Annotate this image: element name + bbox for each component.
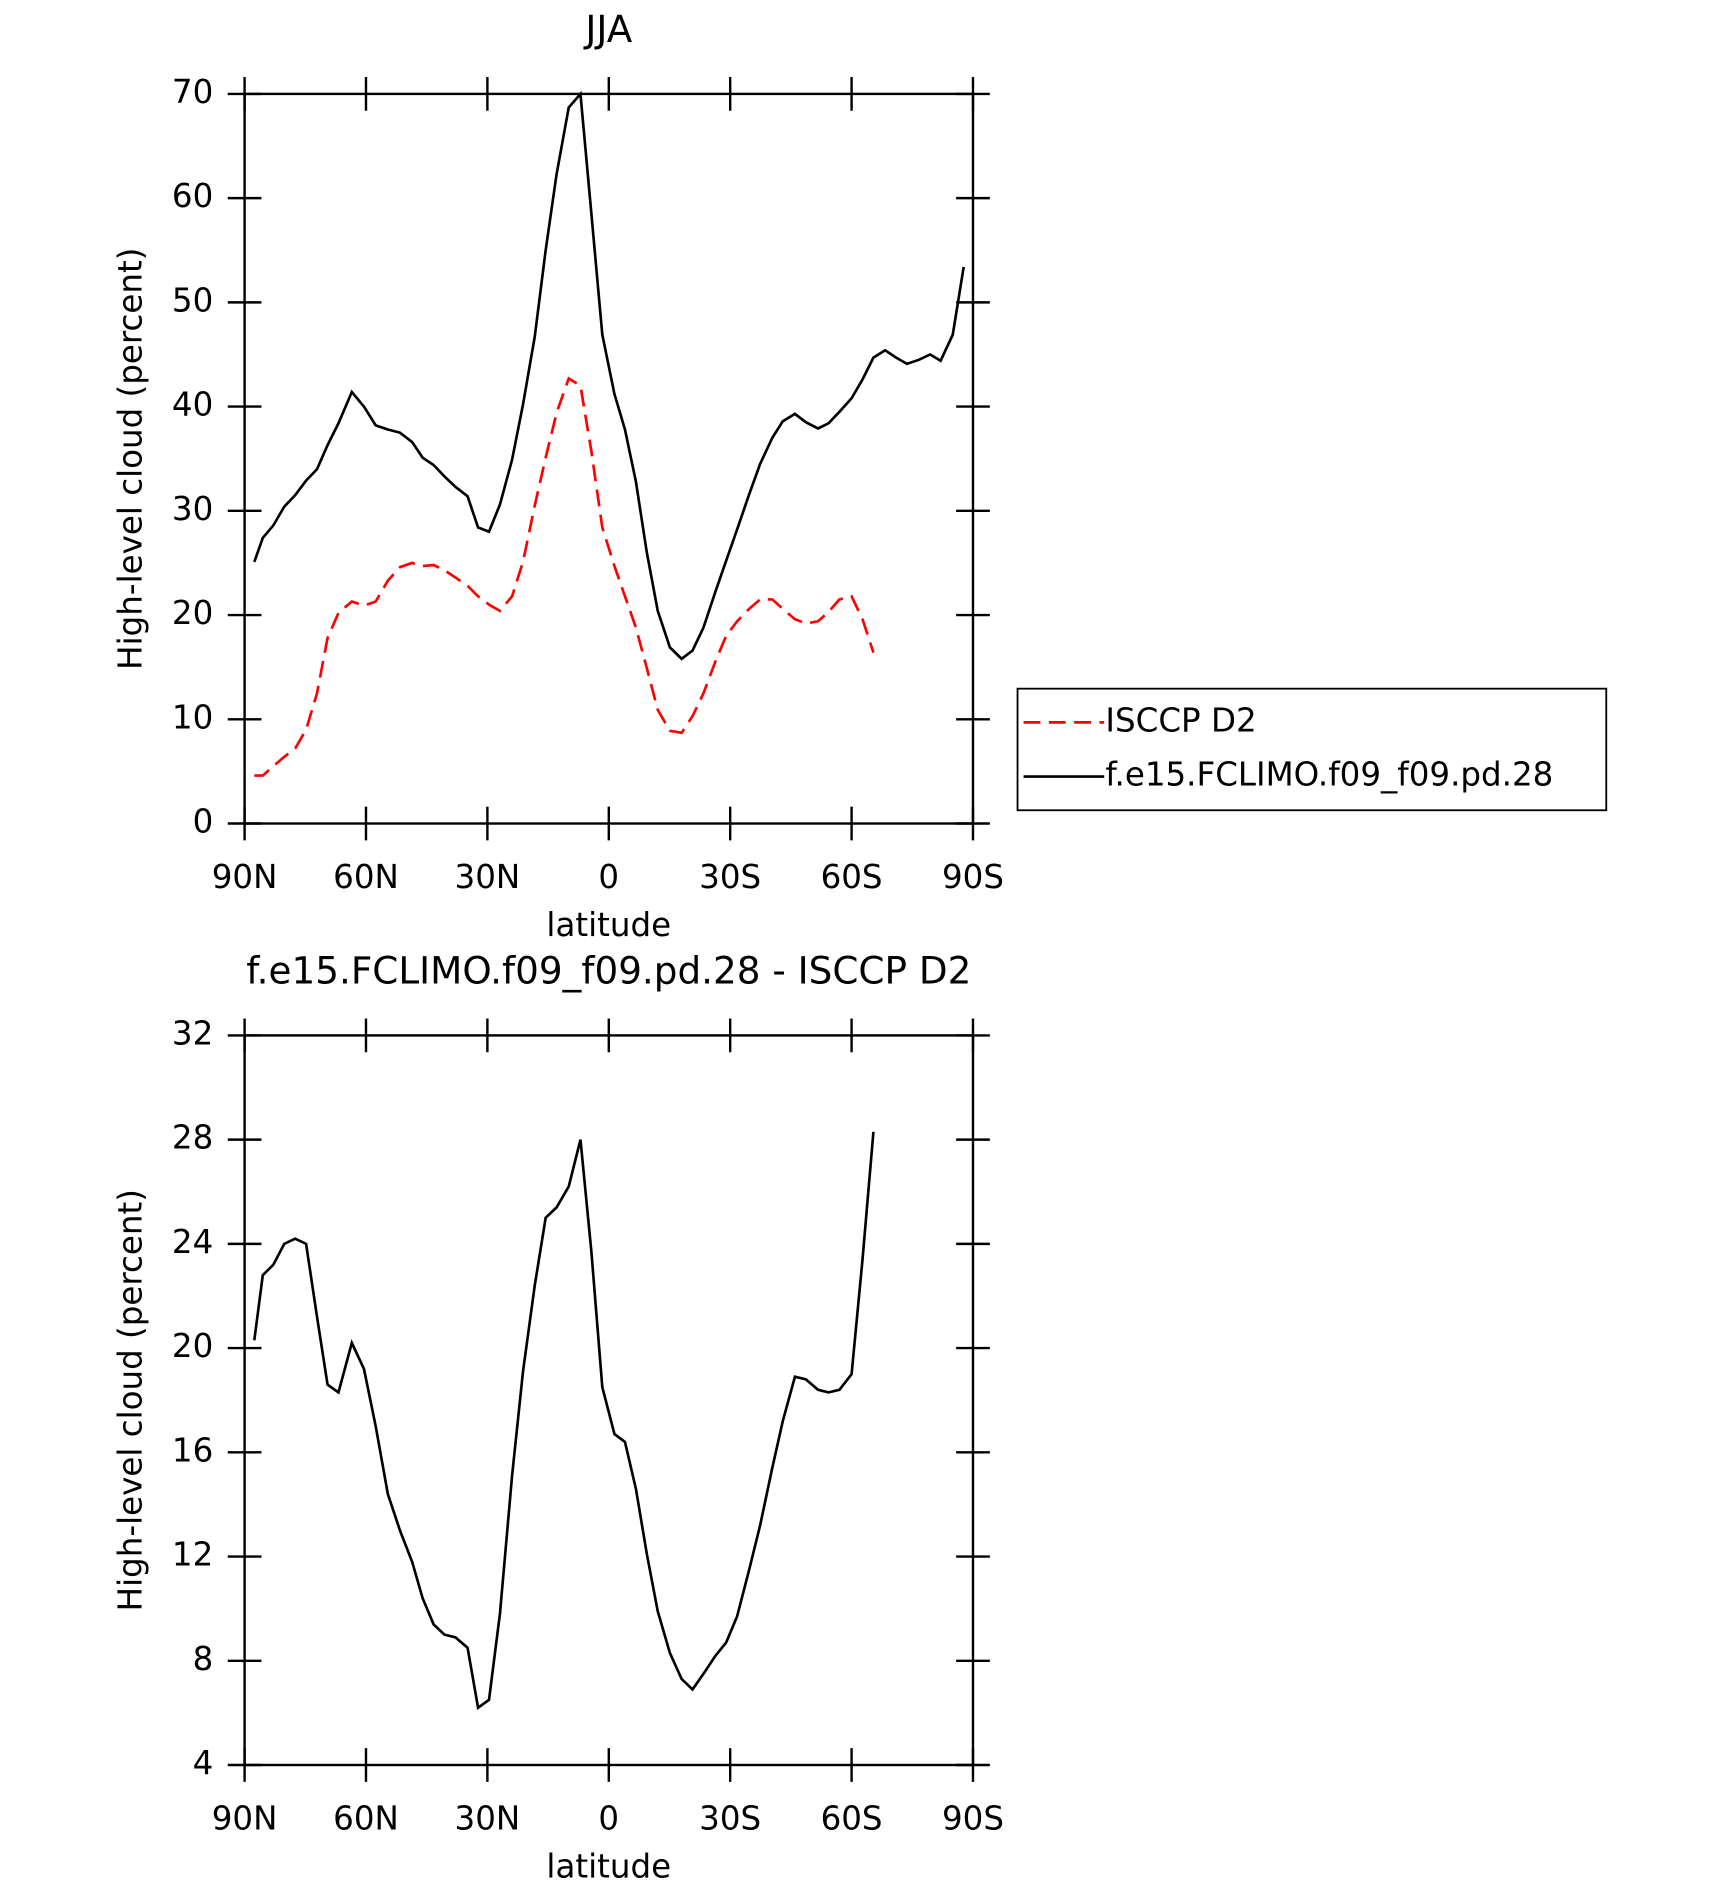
y-tick-label: 8 [193, 1640, 214, 1678]
y-axis-label: High-level cloud (percent) [112, 1189, 150, 1611]
y-axis-label: High-level cloud (percent) [112, 248, 150, 670]
x-tick-label: 30N [455, 858, 521, 896]
y-tick-label: 20 [172, 1327, 213, 1365]
legend-label: f.e15.FCLIMO.f09_f09.pd.28 [1105, 756, 1553, 794]
legend-box [1016, 687, 1608, 812]
legend-label: ISCCP D2 [1105, 701, 1256, 739]
plot-frame [243, 1034, 975, 1767]
x-tick-label: 90N [212, 858, 278, 896]
y-tick-label: 10 [172, 698, 213, 736]
x-tick-label: 30N [455, 1799, 521, 1837]
data-line [252, 1131, 875, 1710]
x-tick-label: 90N [212, 1799, 278, 1837]
x-axis-label: latitude [546, 906, 671, 944]
x-tick-label: 0 [598, 1799, 619, 1837]
y-tick-label: 20 [172, 594, 213, 632]
y-tick-label: 50 [172, 281, 213, 319]
x-tick-label: 60N [333, 1799, 399, 1837]
x-tick-label: 90S [942, 858, 1004, 896]
y-tick-label: 60 [172, 177, 213, 215]
x-tick-label: 30S [699, 858, 761, 896]
x-tick-label: 30S [699, 1799, 761, 1837]
y-tick-label: 30 [172, 490, 213, 528]
x-tick-label: 60N [333, 858, 399, 896]
series-line [253, 90, 965, 661]
y-tick-label: 32 [172, 1014, 213, 1052]
y-tick-label: 24 [172, 1223, 213, 1261]
x-tick-label: 0 [598, 858, 619, 896]
y-tick-label: 4 [193, 1744, 214, 1782]
y-tick-label: 28 [172, 1119, 213, 1157]
plot-frame [243, 92, 975, 825]
y-tick-label: 12 [172, 1536, 213, 1574]
x-tick-label: 60S [821, 858, 883, 896]
x-tick-label: 60S [821, 1799, 883, 1837]
x-axis-label: latitude [546, 1848, 671, 1883]
y-tick-label: 40 [172, 386, 213, 424]
chart-title: f.e15.FCLIMO.f09_f09.pd.28 - ISCCP D2 [246, 948, 971, 992]
series-line [254, 376, 875, 777]
x-tick-label: 90S [942, 1799, 1004, 1837]
y-tick-label: 16 [172, 1431, 213, 1469]
y-tick-label: 0 [193, 803, 214, 841]
y-tick-label: 70 [172, 73, 213, 111]
chart-title: JJA [583, 7, 632, 51]
